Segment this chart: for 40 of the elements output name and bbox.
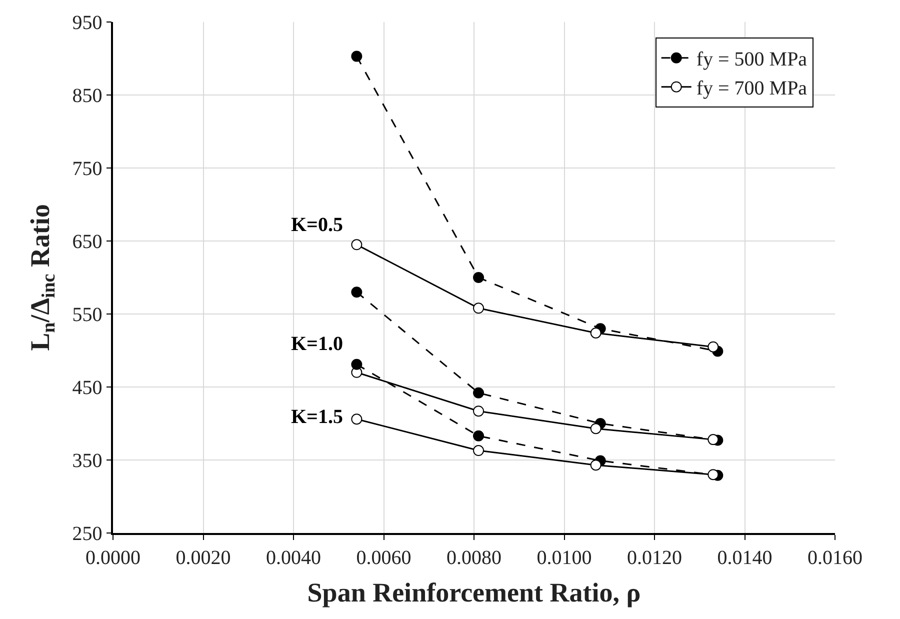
point	[590, 327, 602, 338]
legend-label: fy = 500 MPa	[696, 48, 808, 71]
x-axis-title: Span Reinforcement Ratio, ρ	[307, 578, 641, 608]
point	[473, 272, 484, 283]
y-tick-label: 450	[72, 377, 102, 399]
point	[473, 445, 484, 456]
x-tick-label: 0.0120	[627, 546, 682, 569]
x-tick-label: 0.0020	[176, 546, 231, 569]
point	[473, 430, 484, 442]
x-tick-label: 0.0080	[446, 546, 502, 569]
y-tick-label: 250	[72, 523, 102, 545]
x-tick-label: 0.0160	[808, 546, 862, 569]
x-tick-label: 0.0100	[536, 546, 592, 569]
point	[351, 286, 362, 298]
y-tick-label: 350	[72, 450, 102, 472]
x-tick-label: 0.0000	[86, 546, 140, 569]
y-tick-label: 850	[72, 85, 102, 107]
y-tick-label: 950	[72, 12, 102, 34]
point	[473, 406, 484, 417]
annotation: K=1.5	[291, 406, 343, 428]
x-tick-label: 0.0140	[717, 546, 772, 569]
point	[473, 387, 484, 398]
x-tick-label: 0.0040	[266, 546, 321, 569]
point	[473, 302, 484, 314]
annotation: K=1.0	[291, 333, 343, 355]
point	[351, 239, 362, 250]
point	[351, 50, 362, 62]
y-tick-label: 650	[72, 231, 102, 253]
annotation: K=0.5	[291, 214, 343, 236]
y-tick-label: 550	[72, 304, 102, 326]
point	[708, 434, 719, 446]
legend-label: fy = 700 MPa	[696, 78, 808, 100]
x-tick-label: 0.0060	[356, 546, 412, 569]
point	[590, 460, 602, 471]
point	[708, 469, 719, 480]
point	[708, 341, 719, 352]
point	[351, 414, 362, 425]
point	[590, 423, 602, 434]
y-tick-label: 750	[72, 158, 102, 180]
point	[351, 358, 362, 370]
